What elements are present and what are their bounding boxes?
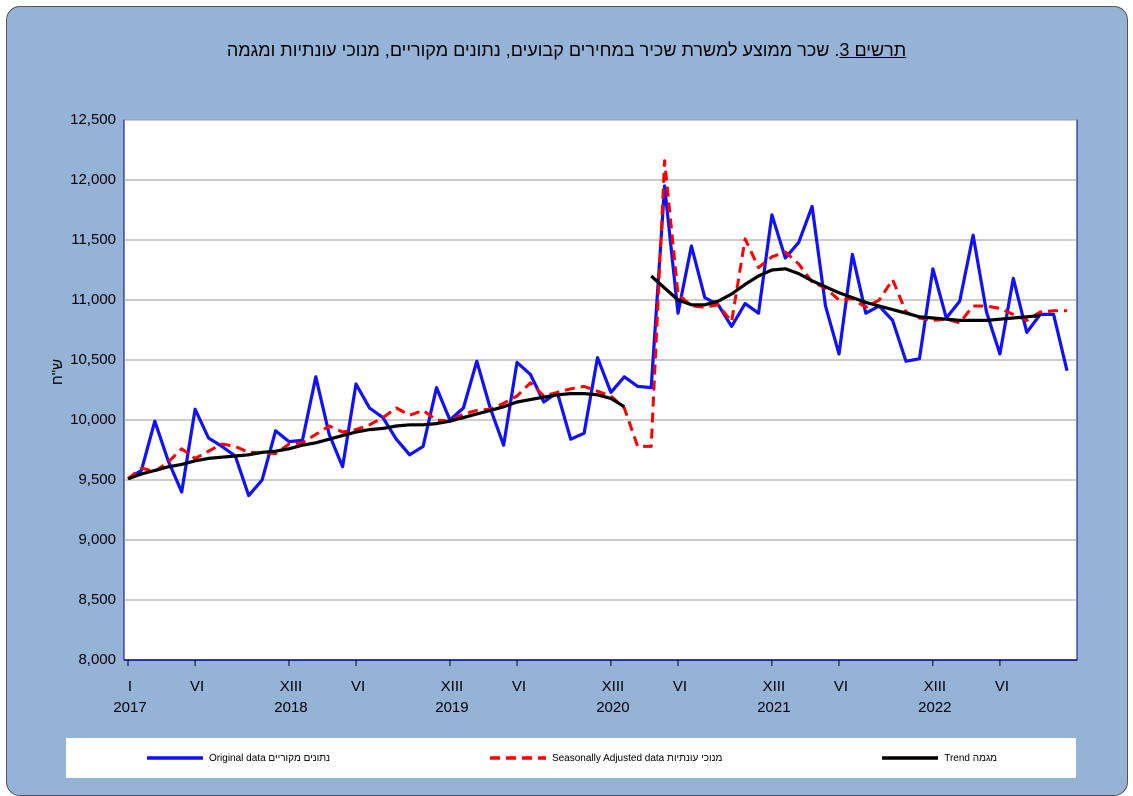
- y-tick-label: 11,000: [71, 291, 116, 308]
- y-tick-label: 11,500: [71, 231, 116, 248]
- y-tick-label: 10,500: [70, 351, 116, 368]
- y-tick-label: 12,500: [70, 111, 116, 128]
- y-tick-label: 8,000: [78, 651, 116, 668]
- x-tick-label: VI: [351, 678, 365, 695]
- chart-title: תרשים 3. שכר ממוצע למשרת שכיר במחירים קב…: [0, 40, 1133, 61]
- legend-swatch: [882, 756, 939, 760]
- x-tick-label: VI: [512, 678, 526, 695]
- x-year-label: 2019: [435, 699, 468, 716]
- y-tick-label: 8,500: [78, 591, 116, 608]
- legend-label: Original data נתונים מקוריים: [208, 752, 331, 764]
- series-line: [127, 267, 1041, 481]
- chart: 8,000 8,500 9,000 9,500 10,000 10,500 11,000 11…: [49, 111, 1078, 716]
- y-axis-label: ש"ח: [49, 359, 66, 385]
- legend-item: Trend מגמה: [880, 753, 997, 764]
- x-tick-label: XIII: [280, 678, 303, 695]
- legend-item: Original data נתונים מקוריים: [145, 753, 330, 764]
- x-tick-label: XIII: [441, 678, 464, 695]
- x-year-label: 2017: [113, 699, 146, 716]
- legend-label: Trend מגמה: [944, 752, 998, 764]
- x-tick-label: XIII: [924, 678, 947, 695]
- legend: Original data נתונים מקוריים Seasonally A…: [66, 738, 1076, 778]
- x-tick-label: XIII: [763, 678, 786, 695]
- x-year-label: 2020: [596, 699, 629, 716]
- title-text: . שכר ממוצע למשרת שכיר במחירים קבועים, נ…: [226, 40, 840, 60]
- y-tick-label: 12,000: [70, 171, 116, 188]
- plot-area: [123, 119, 1078, 661]
- x-tick-label: I: [128, 678, 132, 695]
- legend-item: Seasonally Adjusted data מנוכי עונתיות: [488, 753, 722, 764]
- x-tick-label: VI: [995, 678, 1009, 695]
- x-year-label: 2022: [918, 699, 951, 716]
- y-tick-label: 9,500: [78, 471, 116, 488]
- y-tick-label: 10,000: [70, 411, 116, 428]
- x-tick-label: XIII: [602, 678, 625, 695]
- legend-label: Seasonally Adjusted data מנוכי עונתיות: [551, 752, 723, 764]
- y-tick-label: 9,000: [78, 531, 116, 548]
- x-tick-label: VI: [190, 678, 204, 695]
- legend-swatch: [146, 756, 203, 760]
- x-tick-label: VI: [673, 678, 687, 695]
- x-year-label: 2018: [274, 699, 307, 716]
- series-line: [127, 184, 1069, 498]
- x-year-label: 2021: [757, 699, 790, 716]
- x-tick-label: VI: [834, 678, 848, 695]
- legend-swatch: [489, 756, 546, 760]
- title-label: תרשים 3: [839, 40, 907, 60]
